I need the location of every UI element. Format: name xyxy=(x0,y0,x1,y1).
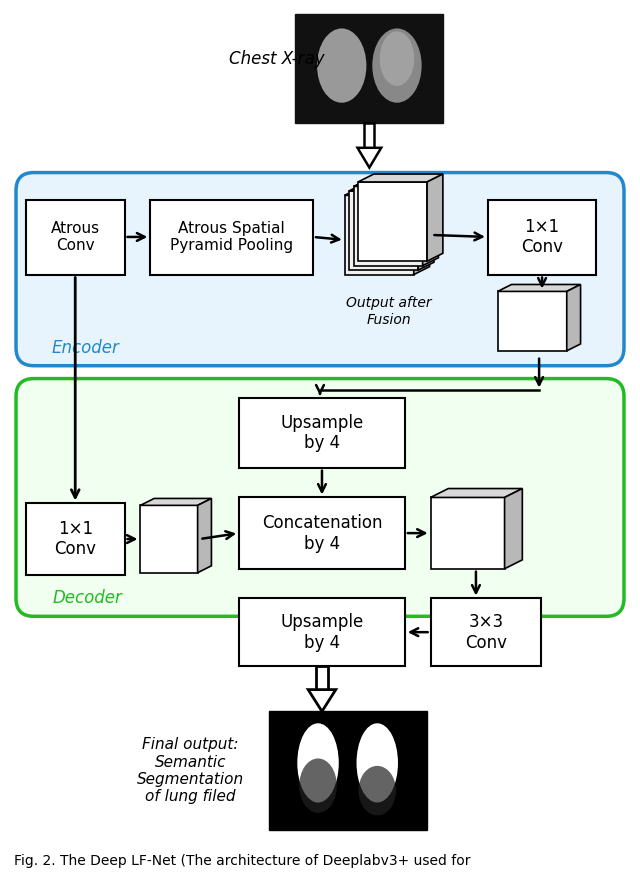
FancyBboxPatch shape xyxy=(16,378,624,616)
Polygon shape xyxy=(422,179,438,266)
Polygon shape xyxy=(498,284,580,291)
Polygon shape xyxy=(427,174,443,261)
Bar xyxy=(358,182,427,261)
Ellipse shape xyxy=(356,723,398,803)
Polygon shape xyxy=(140,498,211,505)
Bar xyxy=(26,503,125,575)
Bar xyxy=(26,201,125,275)
Polygon shape xyxy=(308,690,336,711)
Polygon shape xyxy=(418,183,434,270)
Polygon shape xyxy=(504,488,522,568)
Text: Atrous
Conv: Atrous Conv xyxy=(51,221,100,253)
Polygon shape xyxy=(414,187,429,275)
Bar xyxy=(239,497,405,568)
Bar xyxy=(269,803,427,830)
Text: Atrous Spatial
Pyramid Pooling: Atrous Spatial Pyramid Pooling xyxy=(170,221,292,253)
Bar xyxy=(239,598,405,666)
Polygon shape xyxy=(345,187,429,195)
Bar xyxy=(345,195,414,275)
Bar xyxy=(431,598,541,666)
Text: Fig. 2. The Deep LF-Net (The architecture of Deeplabv3+ used for: Fig. 2. The Deep LF-Net (The architectur… xyxy=(14,854,470,868)
Text: Upsample
by 4: Upsample by 4 xyxy=(280,612,364,651)
Bar xyxy=(353,187,422,266)
Bar xyxy=(316,666,328,690)
Text: Chest X-ray: Chest X-ray xyxy=(229,49,325,68)
Polygon shape xyxy=(353,179,438,187)
Polygon shape xyxy=(358,174,443,182)
Text: Encoder: Encoder xyxy=(51,339,119,357)
Polygon shape xyxy=(567,284,580,351)
Text: 3×3
Conv: 3×3 Conv xyxy=(465,612,507,651)
Text: 1×1
Conv: 1×1 Conv xyxy=(521,217,563,256)
Polygon shape xyxy=(431,488,522,497)
Text: Output after
Fusion: Output after Fusion xyxy=(346,297,432,326)
Text: Upsample
by 4: Upsample by 4 xyxy=(280,414,364,452)
Ellipse shape xyxy=(317,28,366,103)
Bar xyxy=(488,201,596,275)
Bar xyxy=(364,123,374,148)
Ellipse shape xyxy=(358,766,396,816)
Polygon shape xyxy=(198,498,211,573)
Bar xyxy=(269,711,427,830)
Text: 1×1
Conv: 1×1 Conv xyxy=(54,520,96,559)
Bar xyxy=(349,191,418,270)
Bar xyxy=(295,14,444,123)
Ellipse shape xyxy=(300,759,337,813)
FancyBboxPatch shape xyxy=(16,172,624,366)
Bar xyxy=(239,399,405,468)
Bar xyxy=(150,201,313,275)
Text: Decoder: Decoder xyxy=(52,590,122,607)
Ellipse shape xyxy=(380,32,414,86)
Bar xyxy=(431,497,504,568)
Bar xyxy=(498,291,567,351)
Polygon shape xyxy=(349,183,434,191)
Bar xyxy=(140,505,198,573)
Ellipse shape xyxy=(372,28,422,103)
Text: Concatenation
by 4: Concatenation by 4 xyxy=(262,514,382,553)
Polygon shape xyxy=(358,148,381,167)
Text: Final output:
Semantic
Segmentation
of lung filed: Final output: Semantic Segmentation of l… xyxy=(137,737,244,804)
Ellipse shape xyxy=(298,723,339,803)
